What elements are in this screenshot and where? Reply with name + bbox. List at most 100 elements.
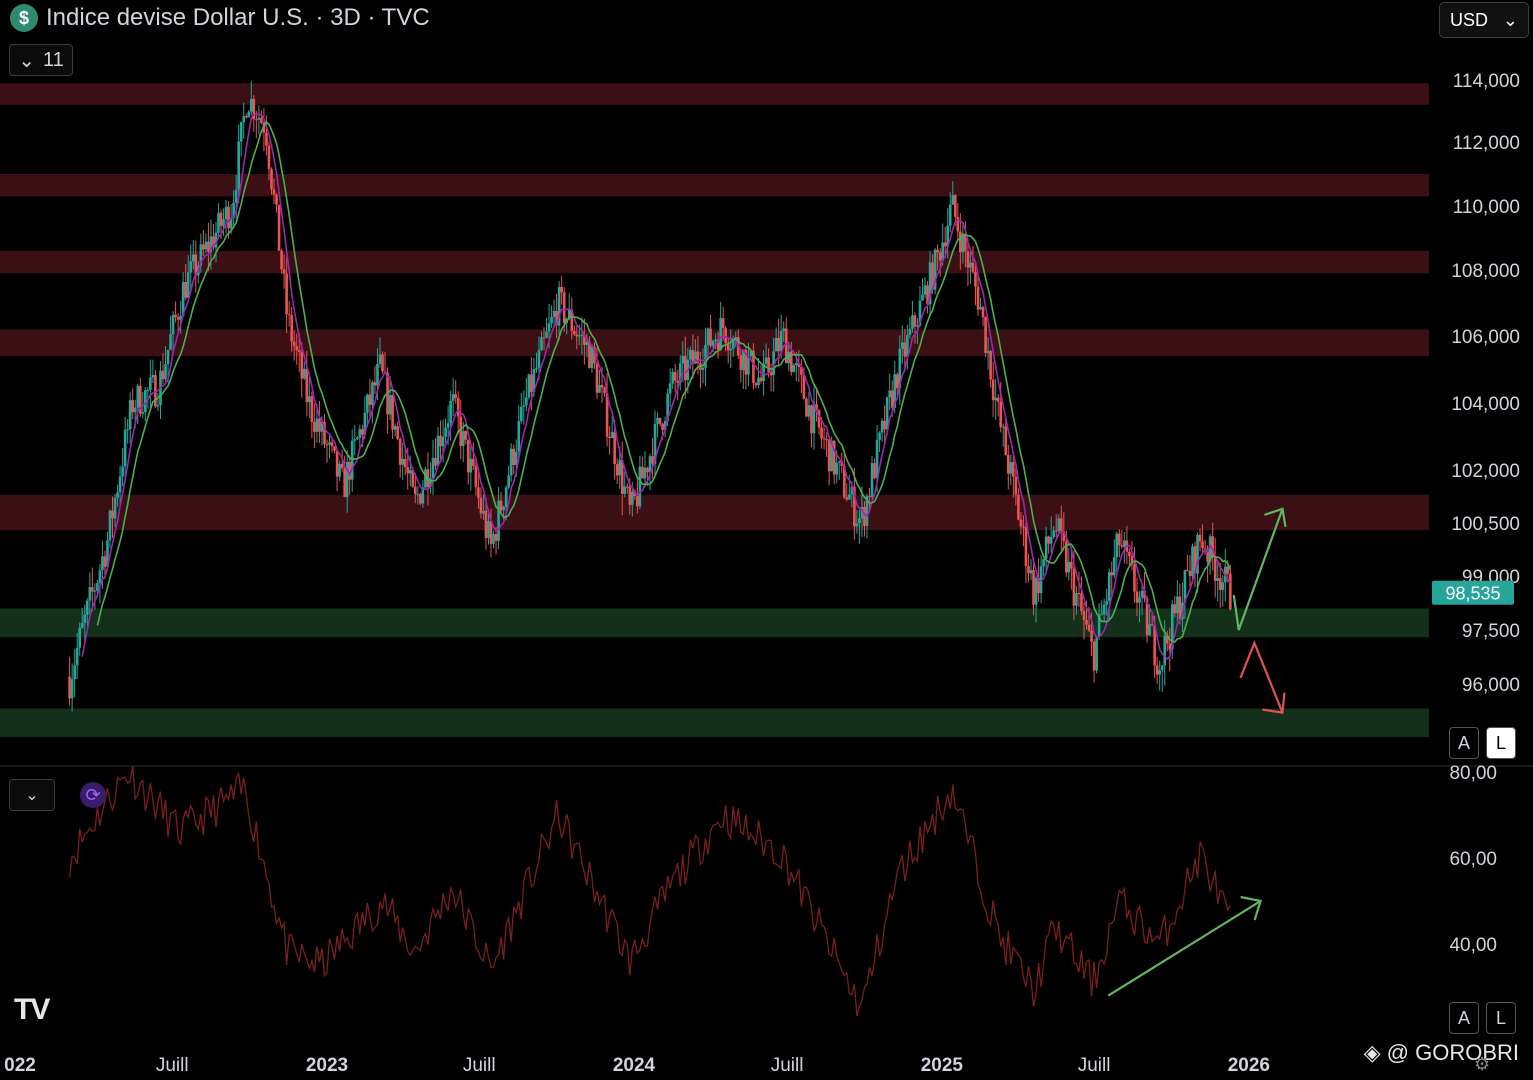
candle-body: [694, 351, 697, 364]
candle-body: [83, 614, 87, 623]
price-tick-label: 114,000: [1453, 71, 1520, 92]
candle-body: [754, 382, 758, 386]
candle-body: [623, 486, 627, 494]
candle-body: [1082, 611, 1086, 620]
candle-body: [1120, 545, 1124, 547]
candle-body: [994, 397, 997, 401]
rsi-auto-scale-button[interactable]: A: [1449, 1002, 1479, 1034]
candle-body: [116, 492, 119, 498]
candle-body: [706, 328, 710, 345]
watermark-text: @ GOROBRI: [1386, 1040, 1519, 1065]
candle-body: [214, 232, 218, 248]
candle-body: [328, 442, 331, 445]
rsi-log-scale-button[interactable]: L: [1486, 1002, 1516, 1034]
candle-body: [845, 497, 849, 500]
candle-body: [782, 328, 786, 332]
candle-body: [535, 368, 538, 370]
candle-body: [1006, 454, 1010, 474]
candle-body: [477, 487, 480, 498]
candle-body: [820, 427, 823, 439]
indicators-toggle-button[interactable]: ⌄ 11: [9, 44, 73, 76]
settings-gear-icon[interactable]: ⚙: [1474, 1054, 1491, 1074]
candle-body: [335, 450, 339, 477]
candle-body: [1004, 426, 1008, 455]
candle-body: [774, 338, 778, 352]
sync-icon[interactable]: ⟳: [80, 782, 106, 808]
candle-body: [272, 189, 276, 195]
candle-body: [1112, 557, 1116, 576]
candle-body: [421, 487, 425, 504]
candle-body: [903, 342, 907, 357]
candle-body: [648, 456, 652, 473]
candle-body: [739, 355, 743, 371]
candle-body: [853, 486, 856, 527]
candle-body: [959, 231, 962, 253]
candle-body: [487, 521, 490, 538]
pane-collapse-button[interactable]: ⌄: [9, 779, 55, 811]
candle-body: [333, 446, 336, 451]
candle-body: [1218, 578, 1222, 590]
candle-body: [444, 427, 447, 437]
candle-body: [242, 116, 246, 123]
candle-body: [260, 117, 263, 123]
candle-body: [1198, 534, 1202, 542]
candle-body: [580, 335, 584, 337]
candle-body: [711, 341, 715, 346]
candle-body: [363, 412, 367, 435]
candle-body: [507, 475, 510, 488]
candle-body: [1176, 596, 1179, 614]
candle-body: [986, 351, 990, 353]
candle-body: [764, 357, 768, 364]
candle-body: [434, 457, 437, 466]
chart-title[interactable]: $ Indice devise Dollar U.S. · 3D · TVC: [10, 4, 430, 32]
resistance-zone: [0, 494, 1429, 531]
candle-body: [593, 346, 596, 364]
candle-body: [641, 466, 644, 479]
candle-body: [971, 262, 975, 272]
currency-select[interactable]: USD ⌄: [1439, 2, 1529, 38]
candle-body: [467, 439, 470, 473]
candle-body: [144, 390, 147, 413]
candle-body: [620, 460, 624, 494]
candle-body: [343, 468, 346, 497]
candle-body: [297, 350, 301, 352]
candle-body: [78, 627, 82, 648]
candle-body: [320, 421, 324, 432]
candle-body: [1054, 530, 1058, 532]
time-axis-label: Juill: [463, 1055, 496, 1076]
rsi-tick-label: 40,00: [1449, 935, 1497, 956]
candle-body: [1067, 561, 1071, 573]
candle-body: [1095, 636, 1098, 671]
candle-body: [133, 407, 137, 413]
candle-body: [1148, 624, 1151, 636]
candle-body: [237, 141, 240, 190]
candle-body: [527, 374, 531, 398]
candle-body: [1208, 536, 1212, 562]
candle-body: [805, 398, 808, 417]
candle-body: [381, 354, 384, 372]
candle-body: [126, 429, 129, 431]
candle-body: [138, 385, 142, 414]
candle-body: [966, 251, 970, 268]
candle-body: [1123, 540, 1126, 547]
candle-body: [696, 351, 700, 364]
candle-body: [1014, 476, 1018, 495]
candle-body: [262, 122, 266, 133]
candle-body: [875, 439, 879, 478]
candle-body: [469, 458, 473, 473]
candle-body: [85, 600, 89, 615]
candle-body: [701, 367, 705, 370]
candle-body: [1042, 558, 1045, 567]
candle-body: [292, 341, 296, 347]
tradingview-logo-icon: TV: [14, 993, 50, 1026]
candle-body: [318, 418, 321, 432]
log-scale-button[interactable]: L: [1486, 727, 1516, 759]
candle-body: [353, 439, 357, 441]
candle-body: [916, 325, 919, 327]
auto-scale-button[interactable]: A: [1449, 727, 1479, 759]
indicators-count: 11: [43, 48, 64, 71]
candle-body: [141, 412, 145, 414]
candle-body: [348, 461, 352, 480]
candle-body: [1072, 568, 1076, 606]
